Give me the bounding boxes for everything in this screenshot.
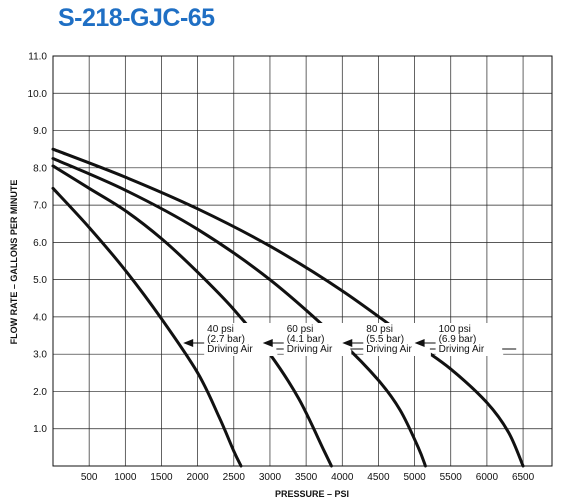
y-tick-label: 7.0 xyxy=(33,201,47,212)
x-tick-label: 6000 xyxy=(476,472,499,483)
series-label-bg xyxy=(283,323,352,356)
x-tick-label: 1000 xyxy=(114,472,137,483)
series-label: Driving Air xyxy=(287,344,333,355)
arrow-head xyxy=(342,339,353,347)
y-tick-label: 4.0 xyxy=(33,312,47,323)
y-tick-label: 3.0 xyxy=(33,350,47,361)
x-axis-label: PRESSURE – PSI xyxy=(275,489,349,499)
series-label-bg xyxy=(363,323,431,356)
y-tick-label: 2.0 xyxy=(33,387,47,398)
series-line xyxy=(51,164,333,468)
y-tick-label: 5.0 xyxy=(33,275,47,286)
x-tick-label: 500 xyxy=(81,472,98,483)
x-tick-label: 4500 xyxy=(367,472,390,483)
series-label-bg xyxy=(204,323,278,356)
series-label: 60 psi xyxy=(287,324,314,335)
x-tick-label: 5500 xyxy=(440,472,463,483)
series-label-bg xyxy=(435,323,504,356)
series-label: Driving Air xyxy=(207,344,253,355)
y-tick-label: 1.0 xyxy=(33,424,47,435)
y-tick-label: 11.0 xyxy=(28,52,47,63)
series-label: 100 psi xyxy=(439,324,471,335)
series-label: (2.7 bar) xyxy=(207,334,245,345)
y-tick-labels: 1.0 2.0 3.0 4.0 5.0 6.0 7.0 8.0 9.0 10.0 11.0 xyxy=(28,52,48,436)
grid xyxy=(53,55,552,466)
x-tick-label: 2000 xyxy=(187,472,210,483)
x-tick-label: 4000 xyxy=(331,472,354,483)
arrow-head xyxy=(262,339,273,347)
plot-frame xyxy=(52,55,553,467)
x-tick-label: 6500 xyxy=(512,472,535,483)
series-line xyxy=(51,147,525,468)
series-label: Driving Air xyxy=(366,344,412,355)
y-tick-label: 6.0 xyxy=(33,238,47,249)
series-label: 80 psi xyxy=(366,324,393,335)
x-tick-label: 2500 xyxy=(223,472,246,483)
arrow-head xyxy=(183,339,194,347)
series-label: (5.5 bar) xyxy=(366,334,404,345)
series-label: Driving Air xyxy=(439,344,485,355)
x-tick-label: 3000 xyxy=(259,472,282,483)
y-tick-label: 8.0 xyxy=(33,163,47,174)
y-tick-label: 9.0 xyxy=(33,126,47,137)
series-line xyxy=(51,186,243,468)
y-tick-label: 10.0 xyxy=(28,89,48,100)
series-label: (4.1 bar) xyxy=(287,334,325,345)
series-label: (6.9 bar) xyxy=(439,334,477,345)
x-tick-label: 3500 xyxy=(295,472,318,483)
x-tick-labels: 500 1000 1500 2000 2500 3000 3500 4000 4500 5000 5… xyxy=(81,472,535,483)
chart-title: S-218-GJC-65 xyxy=(58,4,215,32)
x-tick-label: 1500 xyxy=(150,472,173,483)
series-line xyxy=(51,157,427,468)
arrow-head xyxy=(414,339,425,347)
x-tick-label: 5000 xyxy=(403,472,426,483)
series-layer xyxy=(51,147,525,468)
series-label: 40 psi xyxy=(207,324,234,335)
y-axis-label: FLOW RATE – GALLONS PER MINUTE xyxy=(9,180,19,345)
